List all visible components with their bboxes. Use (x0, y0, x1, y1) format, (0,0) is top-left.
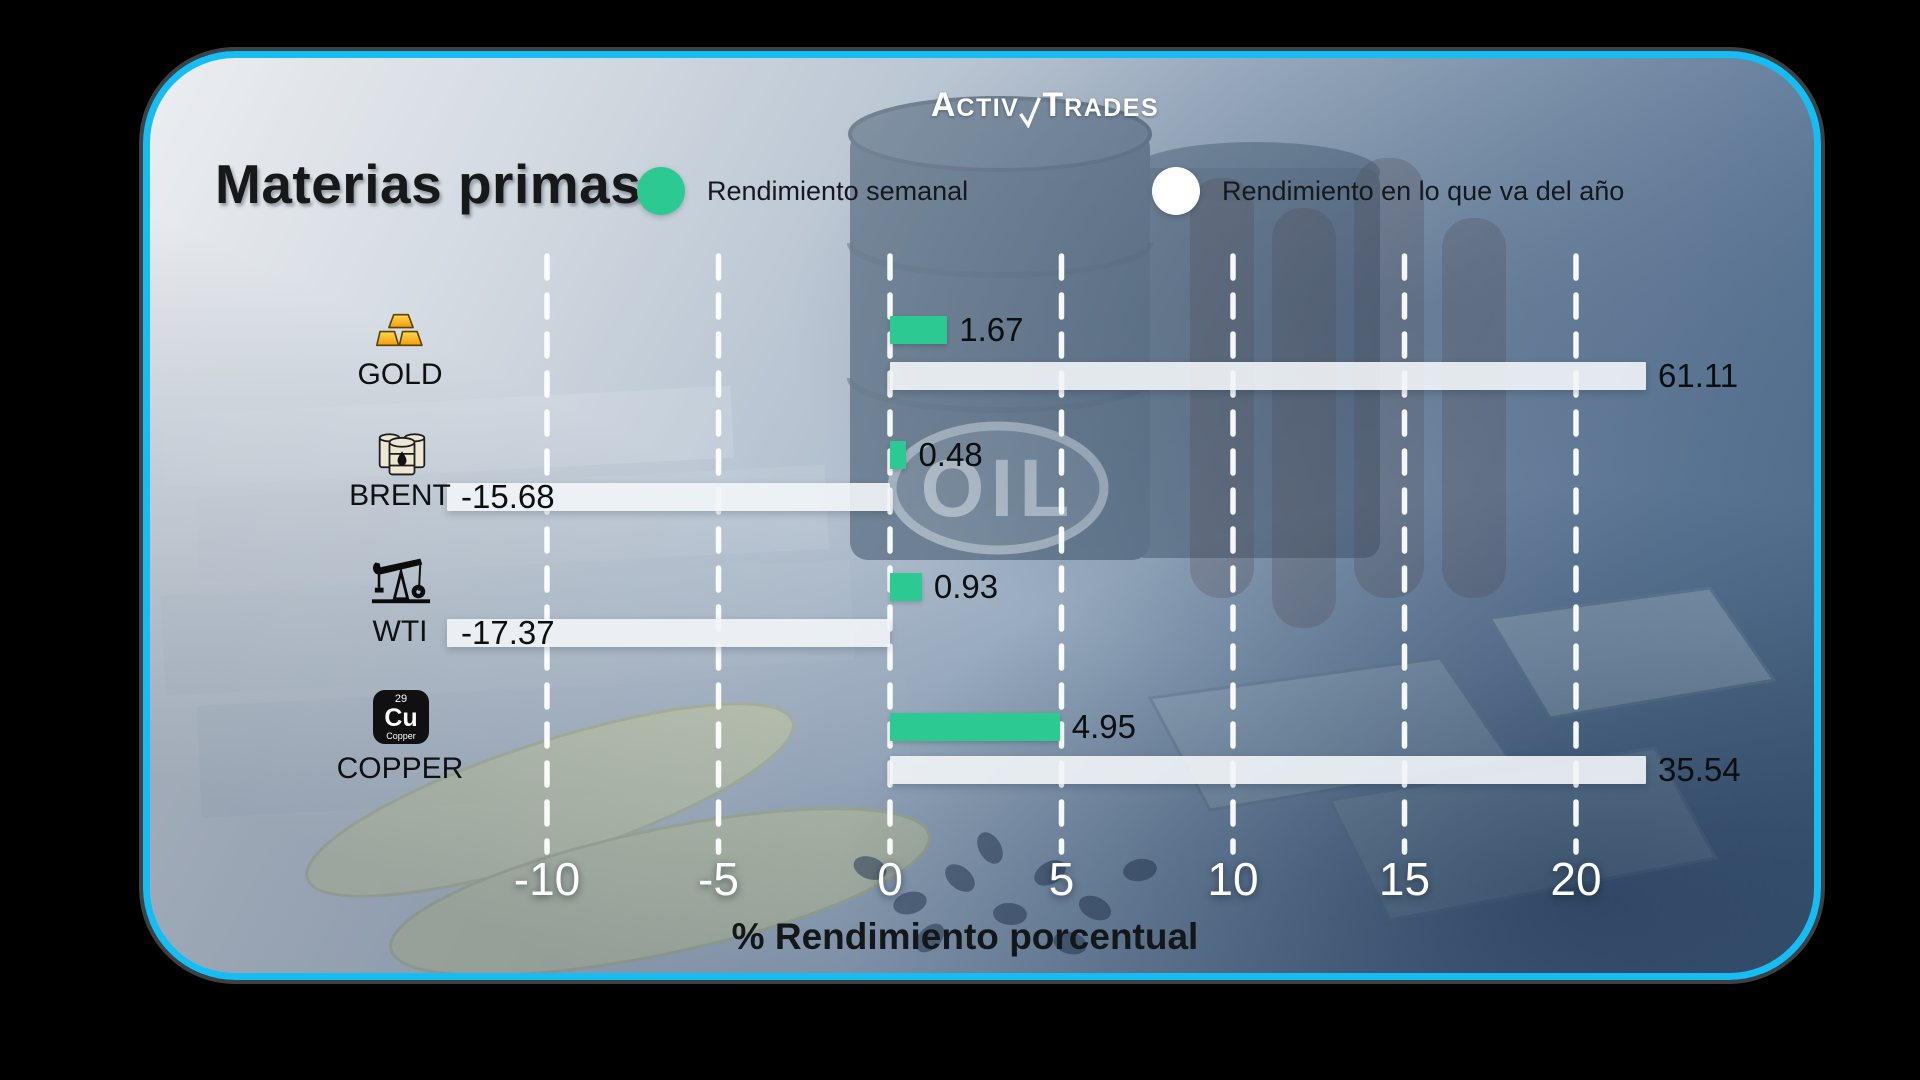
bar-ytd-copper (890, 756, 1646, 784)
value-weekly-wti: 0.93 (933, 568, 999, 605)
value-ytd-copper: 35.54 (1658, 751, 1741, 788)
legend-label-ytd: Rendimiento en lo que va del año (1222, 175, 1625, 206)
x-tick-label--5: -5 (698, 853, 739, 905)
category-label-wti: WTI (372, 615, 428, 648)
bar-weekly-brent (890, 441, 907, 469)
brand-text: CTIV (956, 94, 1020, 122)
category-label-gold: GOLD (357, 358, 443, 391)
value-ytd-wti: -17.37 (461, 614, 555, 651)
bar-weekly-wti (890, 573, 922, 601)
x-tick-label-5: 5 (1048, 853, 1075, 905)
value-weekly-gold: 1.67 (959, 311, 1024, 348)
category-label-brent: BRENT (349, 479, 451, 512)
legend-dot-weekly-icon (637, 167, 685, 215)
category-label-copper: COPPER (336, 752, 464, 785)
brand-letter: T (1042, 86, 1065, 124)
legend-item-ytd: Rendimiento en lo que va del año (1152, 167, 1624, 215)
page-title: Materias primas (215, 153, 642, 215)
x-tick-label-10: 10 (1207, 853, 1259, 905)
x-tick-label--10: -10 (513, 853, 581, 905)
bar-weekly-copper (890, 713, 1060, 741)
background-shade (150, 58, 1814, 973)
x-tick-label-15: 15 (1378, 853, 1431, 905)
brand-letter: A (930, 86, 957, 124)
bar-ytd-gold (890, 362, 1646, 390)
x-axis-title: % Rendimiento porcentual (731, 916, 1199, 957)
value-ytd-brent: -15.68 (461, 478, 555, 515)
pump-jack-icon (371, 558, 431, 604)
value-ytd-gold: 61.11 (1658, 357, 1739, 394)
oil-drums-icon (378, 433, 426, 476)
copper-caption: Copper (386, 730, 416, 741)
bar-ytd-brent (447, 483, 890, 511)
legend-dot-ytd-icon (1152, 167, 1200, 215)
copper-atomic-number: 29 (394, 692, 408, 705)
copper-symbol: Cu (384, 703, 418, 732)
brand-text: RADES (1064, 94, 1160, 122)
brand-logo: A CTIV T RADES (880, 86, 1210, 128)
bar-weekly-gold (890, 316, 948, 344)
copper-element-icon: 29 Cu Copper (373, 690, 429, 744)
x-tick-label-20: 20 (1550, 853, 1602, 905)
legend-label-weekly: Rendimiento semanal (707, 175, 969, 206)
value-weekly-brent: 0.48 (918, 436, 983, 473)
legend-item-weekly: Rendimiento semanal (637, 167, 968, 215)
x-tick-label-0: 0 (877, 853, 903, 905)
value-weekly-copper: 4.95 (1071, 708, 1137, 745)
gold-bars-icon (376, 313, 423, 347)
check-icon (1019, 97, 1042, 128)
bar-ytd-wti (447, 619, 890, 647)
